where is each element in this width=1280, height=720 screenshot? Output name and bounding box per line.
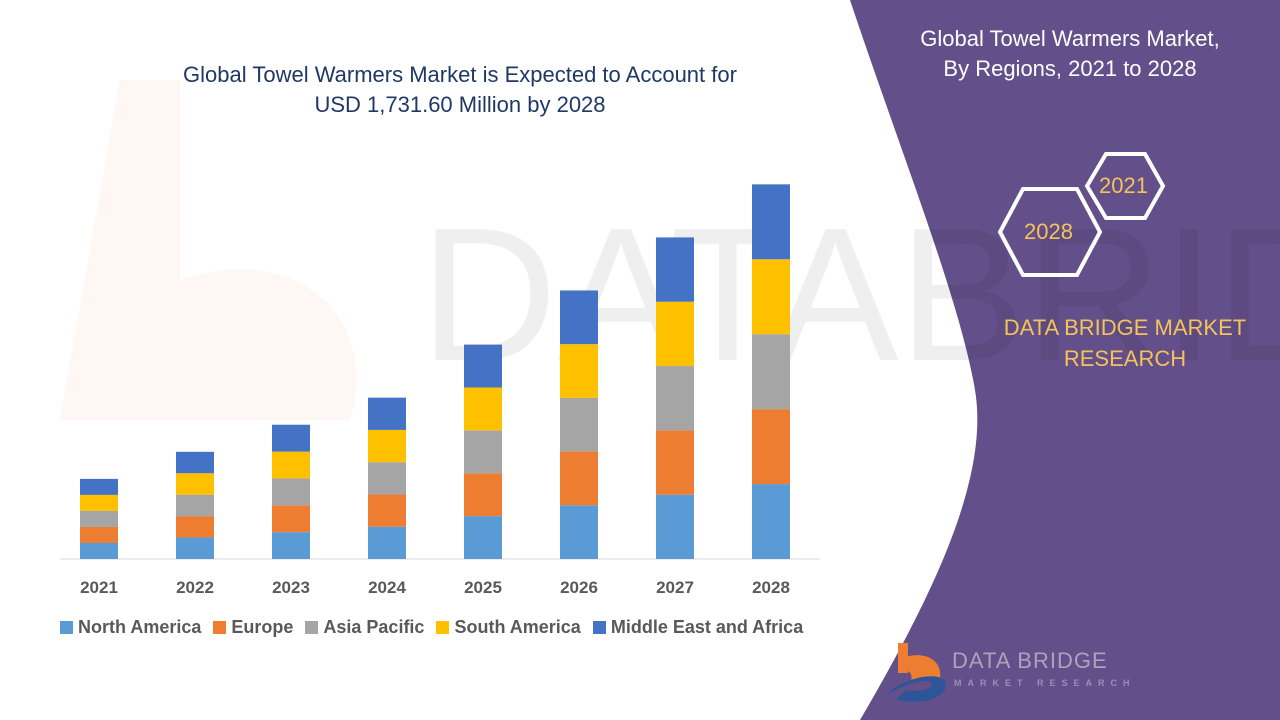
x-tick-label: 2023 <box>272 578 310 597</box>
bar-segment-2022-middle-east-and-africa <box>176 451 214 474</box>
hexagon-2021 <box>1084 152 1166 220</box>
bar-segment-2028-europe <box>752 409 790 485</box>
bar-segment-2023-north-america <box>272 532 310 559</box>
bar-segment-2024-south-america <box>368 429 406 463</box>
bar-segment-2024-asia-pacific <box>368 462 406 495</box>
legend-item: Asia Pacific <box>305 617 424 638</box>
bar-segment-2025-asia-pacific <box>464 430 502 474</box>
bar-segment-2022-north-america <box>176 537 214 559</box>
bar-segment-2027-south-america <box>656 301 694 367</box>
bar-segment-2026-middle-east-and-africa <box>560 290 598 345</box>
bar-segment-2024-europe <box>368 494 406 527</box>
bar-segment-2023-south-america <box>272 451 310 479</box>
bar-segment-2025-europe <box>464 473 502 517</box>
side-title-line-1: Global Towel Warmers Market, <box>920 26 1220 51</box>
bar-segment-2027-asia-pacific <box>656 366 694 431</box>
logo-text: DATA BRIDGE <box>952 648 1108 673</box>
bar-segment-2021-middle-east-and-africa <box>80 478 118 495</box>
legend-item: Europe <box>213 617 293 638</box>
hexagon-2028 <box>997 187 1103 277</box>
bar-segment-2026-north-america <box>560 505 598 559</box>
bar-segment-2021-south-america <box>80 494 118 511</box>
legend-label: North America <box>78 617 202 637</box>
bar-segment-2026-asia-pacific <box>560 397 598 452</box>
logo-subtext: MARKET RESEARCH <box>954 678 1136 688</box>
brand-name: DATA BRIDGE MARKET RESEARCH <box>980 312 1270 374</box>
legend-swatch <box>305 621 319 634</box>
brand-line-2: RESEARCH <box>1063 346 1187 371</box>
legend-item: North America <box>60 617 201 638</box>
bar-segment-2022-asia-pacific <box>176 494 214 517</box>
logo-icon <box>886 643 946 702</box>
title-line-1: Global Towel Warmers Market is Expected … <box>183 62 737 87</box>
bar-segment-2027-north-america <box>656 494 694 559</box>
legend-label: South America <box>454 617 581 637</box>
bar-segment-2023-europe <box>272 505 310 533</box>
legend-item: South America <box>436 617 581 638</box>
x-tick-label: 2028 <box>752 578 790 597</box>
x-tick-label: 2025 <box>464 578 502 597</box>
bar-segment-2028-middle-east-and-africa <box>752 184 790 260</box>
bar-segment-2024-north-america <box>368 526 406 559</box>
bar-segment-2027-europe <box>656 430 694 495</box>
legend-label: Asia Pacific <box>323 617 425 637</box>
title-line-2: USD 1,731.60 Million by 2028 <box>314 92 606 117</box>
legend-swatch <box>436 621 450 634</box>
brand-line-1: DATA BRIDGE MARKET <box>1003 315 1247 340</box>
bar-segment-2024-middle-east-and-africa <box>368 397 406 430</box>
side-title: Global Towel Warmers Market, By Regions,… <box>880 24 1260 84</box>
x-tick-label: 2022 <box>176 578 214 597</box>
bar-segment-2027-middle-east-and-africa <box>656 237 694 302</box>
bar-segment-2021-asia-pacific <box>80 510 118 527</box>
bar-segment-2021-europe <box>80 526 118 543</box>
bar-segment-2022-south-america <box>176 473 214 495</box>
side-panel <box>850 0 1280 720</box>
hex-label-2021: 2021 <box>1099 173 1148 198</box>
bar-segment-2021-north-america <box>80 542 118 559</box>
legend-label: Middle East and Africa <box>610 617 804 637</box>
bar-segment-2028-north-america <box>752 484 790 559</box>
x-tick-label: 2021 <box>80 578 118 597</box>
legend-swatch <box>213 621 227 634</box>
bar-segment-2028-south-america <box>752 259 790 335</box>
bar-segment-2026-south-america <box>560 344 598 398</box>
chart-title: Global Towel Warmers Market is Expected … <box>100 60 820 120</box>
x-tick-label: 2027 <box>656 578 694 597</box>
bar-segment-2023-middle-east-and-africa <box>272 424 310 452</box>
legend-swatch <box>592 621 606 634</box>
x-tick-label: 2024 <box>368 578 406 597</box>
bar-segment-2022-europe <box>176 516 214 538</box>
x-tick-label: 2026 <box>560 578 598 597</box>
legend-swatch <box>60 621 73 634</box>
legend: North America Europe Asia Pacific South Ame… <box>60 617 803 638</box>
bar-segment-2025-north-america <box>464 516 502 559</box>
side-title-line-2: By Regions, 2021 to 2028 <box>943 56 1197 81</box>
legend-label: Europe <box>231 617 294 637</box>
hex-label-2028: 2028 <box>1024 219 1073 244</box>
bar-segment-2025-south-america <box>464 387 502 431</box>
bar-segment-2023-asia-pacific <box>272 478 310 506</box>
bar-segment-2028-asia-pacific <box>752 334 790 410</box>
bar-segment-2026-europe <box>560 451 598 506</box>
bar-segment-2025-middle-east-and-africa <box>464 344 502 388</box>
legend-item: Middle East and Africa <box>592 617 804 638</box>
